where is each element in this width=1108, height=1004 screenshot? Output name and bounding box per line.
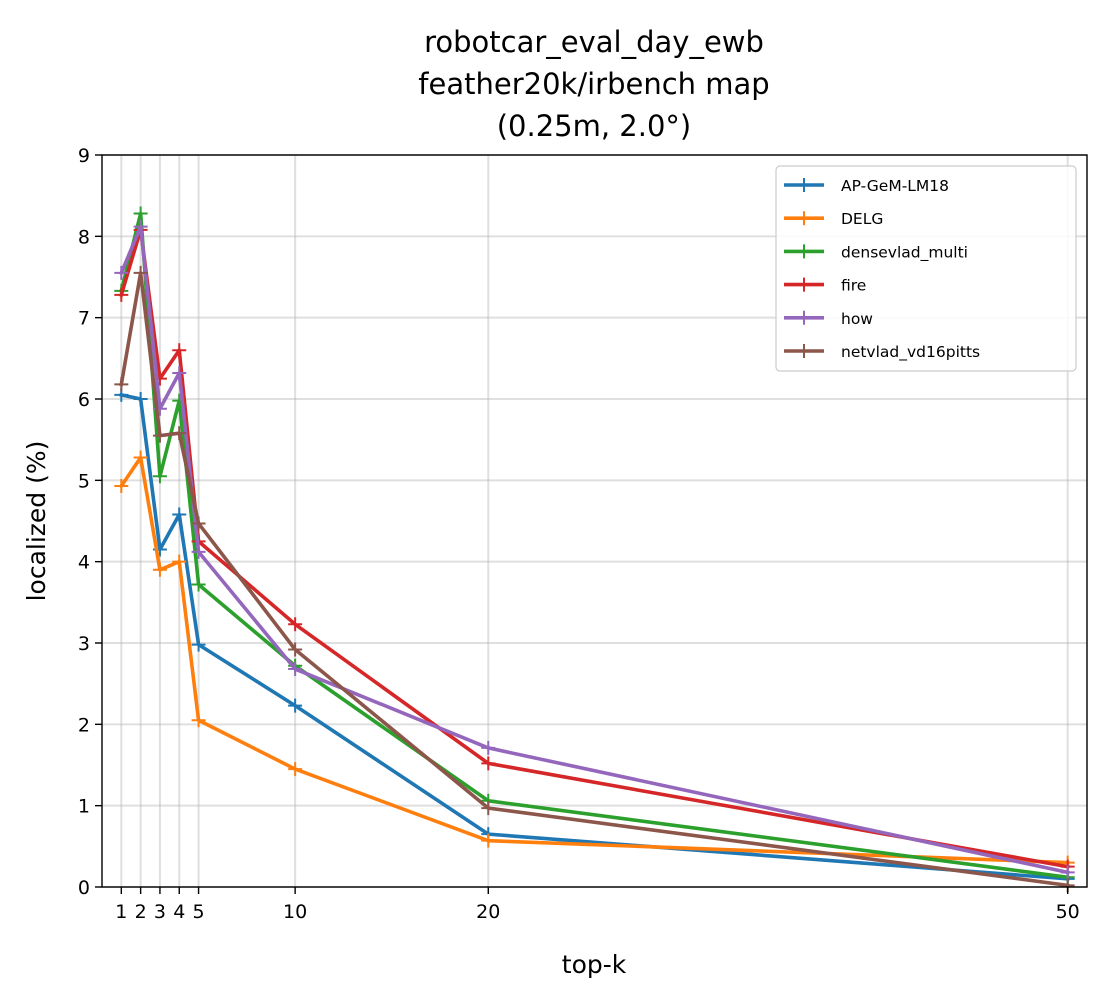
legend-label: DELG [841,210,883,228]
x-tick-label: 10 [283,901,307,923]
y-tick-label: 1 [78,796,90,818]
chart-title-line-3: (0.25m, 2.0°) [497,109,692,143]
series-netvlad_vd16pitts [114,265,1075,893]
plot-frame [101,154,1088,888]
series-AP-GeM-LM18 [114,387,1075,886]
y-tick-label: 8 [78,226,90,248]
legend-entry: DELG [784,210,883,228]
data-point-marker [288,617,303,632]
legend-entry: netvlad_vd16pitts [784,343,980,362]
data-point-marker [133,450,148,465]
chart-title-line-1: robotcar_eval_day_ewb [424,25,764,59]
legend-label: how [841,310,873,328]
y-tick-label: 5 [78,470,90,492]
data-point-marker [191,637,206,652]
data-point-marker [288,762,303,777]
data-point-marker [288,662,303,677]
legend-marker [797,310,811,325]
data-point-marker [481,740,496,755]
data-point-marker [172,426,187,441]
series-line [118,224,1070,875]
data-point-marker [481,833,496,848]
data-point-marker [152,428,167,443]
data-point-marker [288,642,303,657]
y-tick-label: 3 [78,633,90,655]
x-tick-label: 5 [193,901,205,923]
y-tick-label: 6 [78,389,90,411]
legend-entry: densevlad_multi [784,243,968,262]
legend-marker [797,344,811,358]
x-tick-label: 4 [173,901,185,923]
legend-marker [797,277,811,292]
series-line [119,271,1070,888]
x-tick-label: 20 [476,901,500,923]
data-point-marker [191,516,206,531]
data-point-marker [172,343,187,358]
x-axis-label: top-k [562,950,627,979]
data-point-marker [191,544,206,559]
series-line [118,455,1070,865]
legend-marker [797,178,811,192]
legend-label: fire [841,277,866,295]
y-axis-label: localized (%) [22,441,51,602]
data-point-marker [114,479,129,494]
legend-entry: how [784,310,873,328]
data-point-marker [152,562,167,577]
legend-label: netvlad_vd16pitts [841,343,980,362]
legend-entry: fire [784,277,866,295]
x-tick-label: 2 [135,901,147,923]
data-point-marker [152,469,167,484]
data-point-marker [172,507,187,522]
data-point-marker [172,554,187,569]
legend-label: densevlad_multi [841,243,968,262]
data-point-marker [114,265,129,280]
data-point-marker [191,713,206,728]
x-tick-label: 3 [154,901,166,923]
series-how [114,219,1075,880]
series-layer [114,206,1075,893]
data-point-marker [172,365,187,380]
data-point-marker [481,756,496,771]
series-line [119,392,1070,881]
series-DELG [114,450,1075,870]
data-point-marker [133,265,148,280]
data-point-marker [1060,865,1075,880]
legend-marker [797,244,811,259]
y-tick-label: 4 [78,552,90,574]
data-point-marker [191,577,206,592]
data-point-marker [481,801,496,816]
data-point-marker [133,219,148,234]
legend-box [775,165,1077,372]
x-tick-label: 1 [115,901,127,923]
y-tick-label: 0 [78,877,90,899]
y-tick-label: 2 [78,714,90,736]
legend-entry: AP-GeM-LM18 [784,177,949,195]
legend-marker [797,211,811,226]
data-point-marker [114,287,129,302]
data-point-marker [133,206,148,221]
y-tick-label: 7 [78,308,90,330]
y-tick-label: 9 [78,145,90,167]
chart-title-line-2: feather20k/irbench map [418,67,769,101]
data-point-marker [114,377,129,392]
x-tick-label: 50 [1056,901,1080,923]
data-point-marker [133,392,148,406]
data-point-marker [288,698,303,713]
legend-label: AP-GeM-LM18 [841,177,949,195]
